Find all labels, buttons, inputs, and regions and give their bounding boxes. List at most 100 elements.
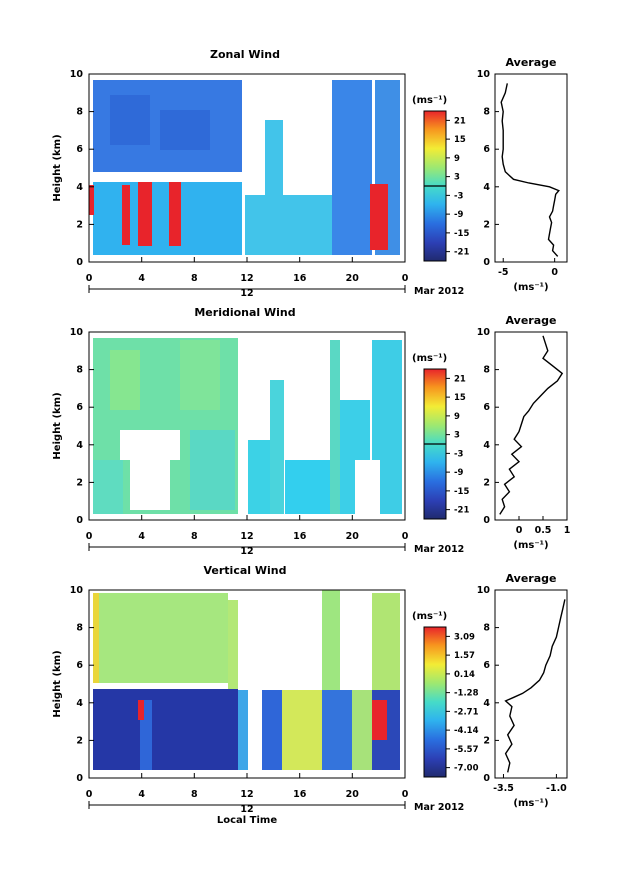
month-label: Mar 2012	[414, 802, 464, 813]
profile-x-tick-label: 0	[551, 267, 558, 278]
x-tick-label: 0	[402, 273, 409, 284]
y-tick-label: 6	[76, 402, 83, 413]
colorbar-tick-label: -9	[454, 210, 464, 220]
profile-y-tick-label: 0	[483, 257, 490, 268]
colorbar-tick-label: -3	[454, 449, 464, 459]
x-tick-label: 0	[86, 789, 93, 800]
x-tick-label: 8	[191, 273, 198, 284]
profile-y-tick-label: 4	[483, 698, 490, 709]
profile-y-tick-label: 10	[477, 585, 491, 596]
profile-y-tick-label: 8	[483, 365, 490, 376]
y-tick-label: 2	[76, 477, 83, 488]
colorbar-tick-label: 15	[454, 135, 466, 145]
colorbar-tick-label: -21	[454, 506, 469, 516]
date-label: 12	[240, 288, 253, 299]
profile-line	[499, 335, 564, 515]
profile-x-tick-label: -1.0	[546, 783, 567, 794]
y-tick-label: 2	[76, 219, 83, 230]
x-tick-label: 20	[346, 273, 360, 284]
colorbar-tick-label: -21	[454, 248, 469, 258]
y-axis-label: Height (km)	[52, 134, 63, 201]
profile-y-tick-label: 2	[483, 219, 490, 230]
x-tick-label: 20	[346, 531, 360, 542]
date-bar: 12 Mar 2012	[88, 543, 464, 557]
colorbar-tick-label: 1.57	[454, 651, 475, 661]
y-ticks: 0 2 4 6 8 10	[70, 585, 94, 784]
y-tick-label: 8	[76, 107, 83, 118]
colorbar-tick-label: -4.14	[454, 726, 479, 736]
y-tick-label: 2	[76, 735, 83, 746]
x-tick-label: 16	[293, 273, 307, 284]
x-tick-label: 16	[293, 789, 307, 800]
profile-title: Average	[506, 314, 557, 327]
x-tick-label: 4	[138, 531, 145, 542]
profile-y-tick-label: 8	[483, 623, 490, 634]
profile-y-tick-label: 2	[483, 735, 490, 746]
y-tick-label: 8	[76, 365, 83, 376]
colorbar-unit: (ms⁻¹)	[412, 353, 447, 364]
profile-frame	[494, 589, 568, 779]
y-tick-label: 4	[76, 440, 83, 451]
profile-line	[500, 83, 560, 257]
profile-y-tick-label: 10	[477, 327, 491, 338]
x-ticks: 0 4 8 12 16 20 0	[86, 257, 409, 284]
panel-title: Meridional Wind	[194, 306, 295, 319]
heatmap-field	[89, 332, 405, 520]
x-tick-label: 0	[86, 531, 93, 542]
colorbar-unit: (ms⁻¹)	[412, 95, 447, 106]
profile-title: Average	[506, 572, 557, 585]
profile-x-axis-label: (ms⁻¹)	[513, 282, 548, 293]
profile-x-axis-label: (ms⁻¹)	[513, 540, 548, 551]
colorbar: (ms⁻¹)	[412, 353, 447, 520]
x-tick-label: 0	[402, 531, 409, 542]
y-tick-label: 0	[76, 773, 83, 784]
x-tick-label: 12	[240, 789, 253, 800]
x-tick-label: 20	[346, 789, 360, 800]
colorbar: (ms⁻¹)	[412, 611, 447, 778]
profile-y-tick-label: 0	[483, 515, 490, 526]
profile-x-tick-label: 1	[564, 525, 571, 536]
x-tick-label: 4	[138, 273, 145, 284]
profile-y-tick-label: 2	[483, 477, 490, 488]
x-axis-label: Local Time	[217, 815, 277, 826]
colorbar-tick-label: -7.00	[454, 764, 479, 774]
y-axis-label: Height (km)	[52, 650, 63, 717]
panel-zonal-wind: Zonal Wind 0 2 4	[52, 48, 464, 299]
date-label: 12	[240, 546, 253, 557]
y-tick-label: 10	[70, 585, 84, 596]
y-tick-label: 4	[76, 182, 83, 193]
profile-x-tick-label: -3.5	[493, 783, 514, 794]
y-tick-label: 6	[76, 660, 83, 671]
profile-title: Average	[506, 56, 557, 69]
profile-y-tick-label: 6	[483, 660, 490, 671]
panel-title: Vertical Wind	[204, 564, 287, 577]
date-bar: 12 Mar 2012	[88, 285, 464, 299]
colorbar-tick-label: 21	[454, 374, 466, 384]
y-tick-label: 0	[76, 515, 83, 526]
y-tick-label: 10	[70, 327, 84, 338]
x-ticks: 0 4 8 12 16 20 0	[86, 515, 409, 542]
y-tick-label: 10	[70, 69, 84, 80]
y-tick-label: 4	[76, 698, 83, 709]
x-tick-label: 4	[138, 789, 145, 800]
colorbar-tick-label: 9	[454, 412, 460, 422]
colorbar-unit: (ms⁻¹)	[412, 611, 447, 622]
x-ticks: 0 4 8 12 16 20 0	[86, 773, 409, 800]
colorbar: (ms⁻¹)	[412, 95, 447, 262]
y-tick-label: 0	[76, 257, 83, 268]
profile-y-tick-label: 8	[483, 107, 490, 118]
heatmap-field	[89, 590, 405, 778]
x-tick-label: 12	[240, 531, 253, 542]
profile-x-axis-label: (ms⁻¹)	[513, 798, 548, 809]
y-ticks: 0 2 4 6 8 10	[70, 69, 94, 268]
colorbar-tick-label: 3.09	[454, 632, 475, 642]
month-label: Mar 2012	[414, 544, 464, 555]
profile-x-tick-label: -5	[498, 267, 509, 278]
colorbar-tick-label: 21	[454, 116, 466, 126]
colorbar-tick-label: 15	[454, 393, 466, 403]
y-ticks: 0 2 4 6 8 10	[70, 327, 94, 526]
profile-y-tick-label: 4	[483, 182, 490, 193]
profile-frame	[494, 331, 568, 521]
